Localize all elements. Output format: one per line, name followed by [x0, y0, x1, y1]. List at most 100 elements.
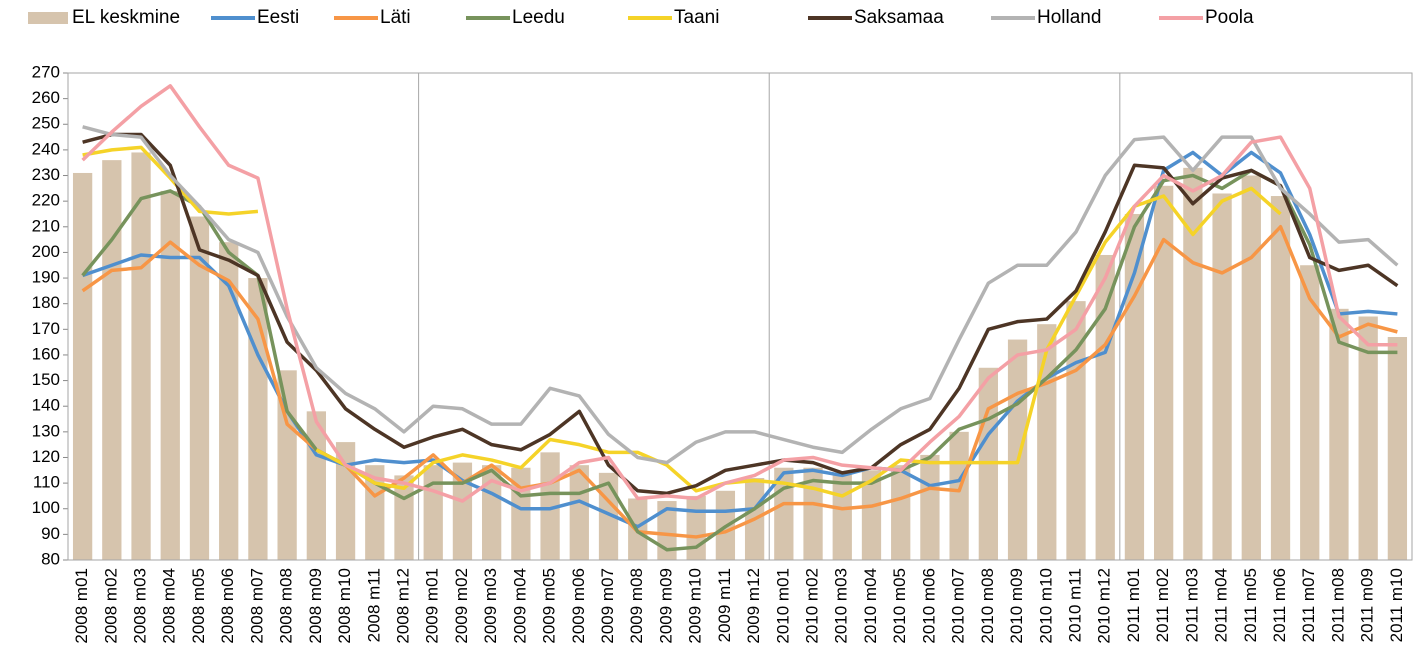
y-tick-label: 180 — [32, 293, 60, 312]
line — [82, 125, 1399, 465]
x-tick-label: 2011 m06 — [1270, 568, 1289, 642]
bar — [72, 172, 93, 560]
y-tick-label: 90 — [41, 524, 60, 543]
x-tick-label: 2009 m03 — [481, 568, 500, 644]
line — [82, 132, 1399, 496]
bar — [861, 470, 882, 560]
y-tick-label: 260 — [32, 88, 60, 107]
x-tick-label: 2008 m06 — [218, 568, 237, 644]
x-tick-label: 2009 m07 — [598, 568, 617, 644]
bar — [1387, 337, 1408, 560]
x-tick-label: 2010 m03 — [832, 568, 851, 644]
legend-label: Eesti — [257, 7, 299, 28]
x-tick-label: 2010 m12 — [1095, 568, 1114, 644]
x-tick-label: 2008 m07 — [247, 568, 266, 644]
bar — [1095, 254, 1115, 561]
x-tick-label: 2008 m03 — [131, 568, 150, 644]
y-tick-label: 150 — [32, 370, 60, 389]
bar — [160, 190, 180, 560]
line — [315, 186, 1282, 498]
bar — [189, 216, 210, 560]
bar — [891, 465, 911, 560]
bar — [1124, 213, 1145, 560]
y-tick-label: 190 — [32, 268, 60, 287]
x-tick-label: 2009 m08 — [627, 568, 646, 644]
bar — [423, 465, 443, 560]
bar — [248, 278, 268, 560]
x-tick-label: 2011 m03 — [1182, 568, 1201, 642]
x-tick-label: 2008 m02 — [101, 568, 120, 644]
legend-label: Läti — [380, 7, 411, 28]
y-tick-label: 100 — [32, 498, 60, 517]
bar — [569, 465, 589, 560]
x-tick-label: 2011 m07 — [1299, 568, 1318, 642]
x-tick-label: 2009 m04 — [510, 568, 529, 644]
x-tick-label: 2008 m09 — [306, 568, 325, 644]
bar — [1329, 308, 1349, 560]
y-tick-label: 240 — [32, 139, 60, 158]
x-tick-label: 2011 m05 — [1241, 568, 1260, 642]
y-tick-label: 220 — [32, 191, 60, 210]
x-tick-label: 2008 m10 — [335, 568, 354, 644]
x-tick-label: 2009 m09 — [656, 568, 675, 644]
legend-label: EL keskmine — [72, 7, 180, 28]
x-tick-label: 2008 m11 — [364, 568, 383, 642]
bar — [1358, 316, 1378, 560]
x-tick-label: 2011 m04 — [1212, 568, 1231, 642]
bar — [482, 465, 502, 560]
x-tick-label: 2010 m07 — [949, 568, 968, 644]
y-tick-label: 110 — [33, 473, 60, 492]
line — [81, 168, 1398, 552]
x-tick-label: 2011 m09 — [1358, 568, 1377, 642]
line — [82, 145, 259, 216]
bar — [1007, 339, 1028, 560]
bar — [686, 495, 706, 560]
legend-label: Saksamaa — [854, 7, 944, 28]
x-tick-label: 2010 m06 — [919, 568, 938, 644]
bar — [920, 454, 940, 560]
x-tick-label: 2011 m08 — [1328, 568, 1347, 642]
y-tick-label: 210 — [32, 216, 60, 235]
x-tick-label: 2009 m12 — [744, 568, 763, 644]
x-tick-label: 2008 m12 — [393, 568, 412, 644]
x-tick-label: 2008 m04 — [160, 568, 179, 644]
y-tick-label: 160 — [32, 344, 60, 363]
x-tick-label: 2010 m01 — [773, 568, 792, 644]
plot-frame — [67, 72, 1413, 561]
x-tick-label: 2009 m05 — [540, 568, 559, 644]
y-tick-label: 200 — [32, 242, 60, 261]
y-tick-label: 170 — [32, 319, 60, 338]
x-tick-label: 2009 m10 — [686, 568, 705, 644]
x-tick-label: 2010 m04 — [861, 568, 880, 644]
x-tick-label: 2009 m01 — [423, 568, 442, 644]
bar — [832, 472, 852, 560]
line — [81, 225, 1398, 539]
legend-swatch — [28, 12, 68, 24]
bar — [1154, 185, 1174, 561]
y-tick-label: 120 — [32, 447, 60, 466]
x-tick-label: 2008 m08 — [277, 568, 296, 644]
x-tick-label: 2010 m09 — [1007, 568, 1026, 644]
x-tick-label: 2010 m11 — [1065, 568, 1084, 642]
legend-label: Poola — [1205, 7, 1254, 28]
bar — [102, 160, 122, 560]
x-tick-label: 2009 m06 — [569, 568, 588, 644]
x-tick-label: 2010 m08 — [978, 568, 997, 644]
bar — [949, 431, 969, 560]
y-tick-label: 130 — [32, 421, 60, 440]
x-tick-label: 2009 m02 — [452, 568, 471, 644]
x-tick-label: 2011 m10 — [1387, 568, 1406, 642]
y-tick-label: 230 — [32, 165, 60, 184]
y-tick-label: 140 — [32, 396, 60, 415]
bar — [452, 462, 473, 560]
bar — [1241, 175, 1261, 561]
x-tick-label: 2011 m02 — [1153, 568, 1172, 642]
bar — [1300, 265, 1320, 560]
x-tick-label: 2010 m05 — [890, 568, 909, 644]
bar — [219, 242, 239, 560]
bar — [1212, 193, 1232, 560]
bar — [1037, 324, 1057, 560]
x-tick-label: 2010 m10 — [1036, 568, 1055, 644]
bar — [131, 152, 151, 561]
